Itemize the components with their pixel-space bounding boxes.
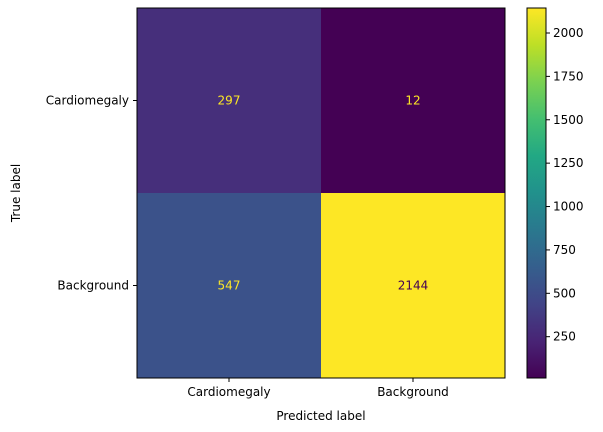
x-axis-label: Predicted label — [276, 409, 365, 423]
cell-value-label: 297 — [218, 94, 241, 108]
matrix-cell — [137, 8, 321, 193]
matrix-cells: 297 12 547 2144 — [137, 8, 505, 378]
colorbar-tick-label: 750 — [553, 243, 576, 257]
colorbar-tick-label: 1250 — [553, 156, 584, 170]
colorbar-tick-label: 500 — [553, 286, 576, 300]
cell-value-label: 12 — [405, 94, 420, 108]
y-tick-label: Background — [57, 279, 129, 293]
cell-value-label: 2144 — [398, 279, 429, 293]
matrix-cell — [137, 193, 321, 378]
x-tick-label: Cardiomegaly — [187, 385, 270, 399]
x-ticks: Cardiomegaly Background — [187, 378, 449, 399]
cell-value-label: 547 — [218, 279, 241, 293]
colorbar-tick-label: 1500 — [553, 113, 584, 127]
colorbar-tick-label: 250 — [553, 330, 576, 344]
y-ticks: Cardiomegaly Background — [46, 94, 137, 293]
y-axis-label: True label — [9, 164, 23, 223]
colorbar — [526, 7, 547, 379]
y-tick-label: Cardiomegaly — [46, 94, 129, 108]
colorbar-ticks: 250 500 750 1000 1250 1500 1750 2000 — [546, 26, 584, 344]
colorbar-tick-label: 1750 — [553, 69, 584, 83]
matrix-cell — [321, 193, 505, 378]
matrix-cell — [321, 8, 505, 193]
plot-frame — [136, 7, 506, 379]
colorbar-tick-label: 1000 — [553, 200, 584, 214]
x-tick-label: Background — [377, 385, 449, 399]
colorbar-tick-label: 2000 — [553, 26, 584, 40]
